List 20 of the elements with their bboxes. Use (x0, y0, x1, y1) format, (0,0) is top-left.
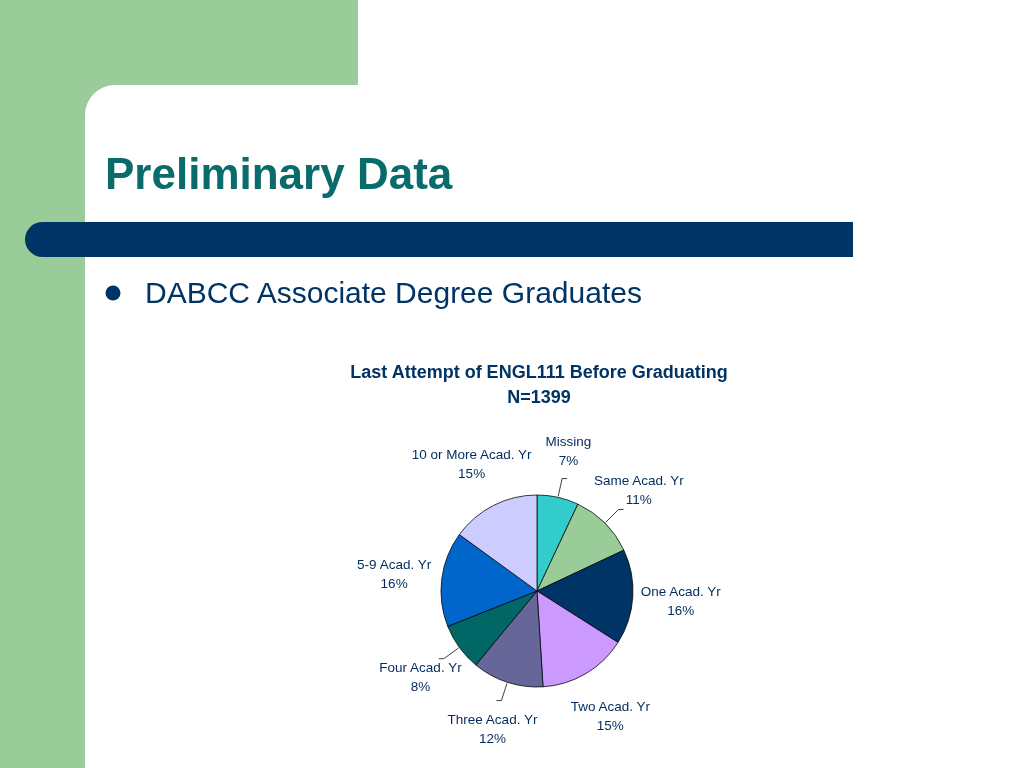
data-label: 8% (410, 678, 431, 694)
slice-label: 5-9 Acad. Yr (357, 556, 432, 572)
slice-label: Two Acad. Yr (570, 698, 651, 714)
slice-label: 10 or More Acad. Yr (411, 446, 533, 462)
chart-subtitle: N=1399 (507, 387, 571, 407)
data-label: 12% (478, 730, 507, 746)
text: Preliminary Data (105, 149, 453, 198)
slice-label: Same Acad. Yr (593, 473, 685, 489)
chart-title: Last Attempt of ENGL111 Before Graduating (350, 362, 728, 382)
data-label: 16% (380, 575, 408, 591)
data-label: 16% (667, 603, 695, 619)
data-label: 15% (458, 465, 486, 481)
slice-label: Missing (545, 434, 592, 450)
slice-label: Three Acad. Yr (447, 711, 538, 727)
data-label: 7% (558, 453, 579, 469)
slice-label: One Acad. Yr (640, 584, 722, 600)
text: DABCC Associate Degree Graduates (145, 276, 642, 309)
slice-label: Four Acad. Yr (379, 659, 463, 675)
data-label: 15% (596, 717, 624, 733)
data-label: 11% (625, 492, 652, 508)
